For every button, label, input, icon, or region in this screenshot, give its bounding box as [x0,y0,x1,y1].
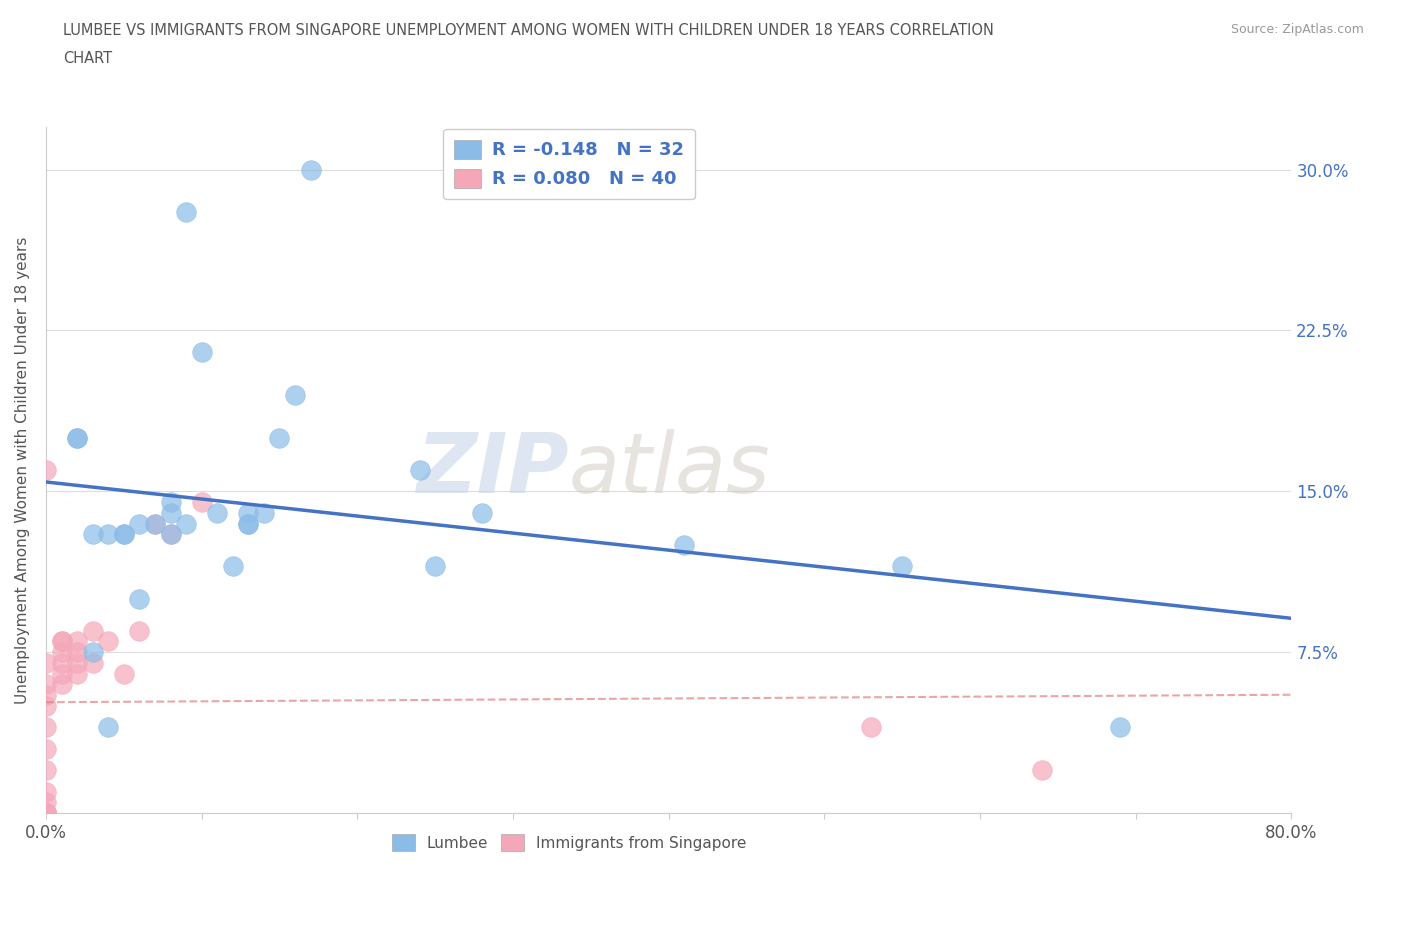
Point [97,720,120,735]
Legend: Lumbee, Immigrants from Singapore: Lumbee, Immigrants from Singapore [385,828,752,857]
Point [35,656,58,671]
Point [35,784,58,799]
Point [82,644,104,659]
Point [190,495,212,510]
Point [205,505,228,520]
Point [51,634,73,649]
Text: LUMBEE VS IMMIGRANTS FROM SINGAPORE UNEMPLOYMENT AMONG WOMEN WITH CHILDREN UNDER: LUMBEE VS IMMIGRANTS FROM SINGAPORE UNEM… [63,23,994,38]
Point [35,805,58,820]
Point [66,656,89,671]
Point [159,526,181,541]
Point [51,634,73,649]
Point [35,462,58,477]
Point [35,805,58,820]
Point [112,526,135,541]
Point [35,805,58,820]
Point [51,666,73,681]
Point [1031,763,1053,777]
Point [673,538,696,552]
Point [35,687,58,702]
Y-axis label: Unemployment Among Women with Children Under 18 years: Unemployment Among Women with Children U… [15,236,30,704]
Point [35,763,58,777]
Point [35,805,58,820]
Point [238,516,260,531]
Point [35,805,58,820]
Point [190,344,212,359]
Point [222,559,245,574]
Point [66,634,89,649]
Point [238,505,260,520]
Point [238,516,260,531]
Point [82,656,104,671]
Text: ZIP: ZIP [416,430,569,511]
Point [284,387,307,402]
Point [66,644,89,659]
Point [97,526,120,541]
Text: CHART: CHART [63,51,112,66]
Point [35,720,58,735]
Point [423,559,446,574]
Point [35,805,58,820]
Point [35,741,58,756]
Point [66,431,89,445]
Point [174,205,197,219]
Point [159,505,181,520]
Point [112,526,135,541]
Point [112,666,135,681]
Point [97,634,120,649]
Point [1109,720,1132,735]
Point [159,495,181,510]
Point [891,559,914,574]
Text: Source: ZipAtlas.com: Source: ZipAtlas.com [1230,23,1364,36]
Point [128,623,150,638]
Point [66,666,89,681]
Point [35,805,58,820]
Point [82,526,104,541]
Point [51,677,73,692]
Point [66,431,89,445]
Point [35,698,58,713]
Point [860,720,883,735]
Point [174,516,197,531]
Point [128,591,150,606]
Point [35,805,58,820]
Point [35,805,58,820]
Point [471,505,494,520]
Point [143,516,166,531]
Point [143,516,166,531]
Point [253,505,276,520]
Point [408,462,430,477]
Point [35,795,58,810]
Point [159,526,181,541]
Point [269,431,291,445]
Point [51,656,73,671]
Point [51,644,73,659]
Point [35,805,58,820]
Point [35,677,58,692]
Point [128,516,150,531]
Point [299,162,322,177]
Text: atlas: atlas [569,430,770,511]
Point [82,623,104,638]
